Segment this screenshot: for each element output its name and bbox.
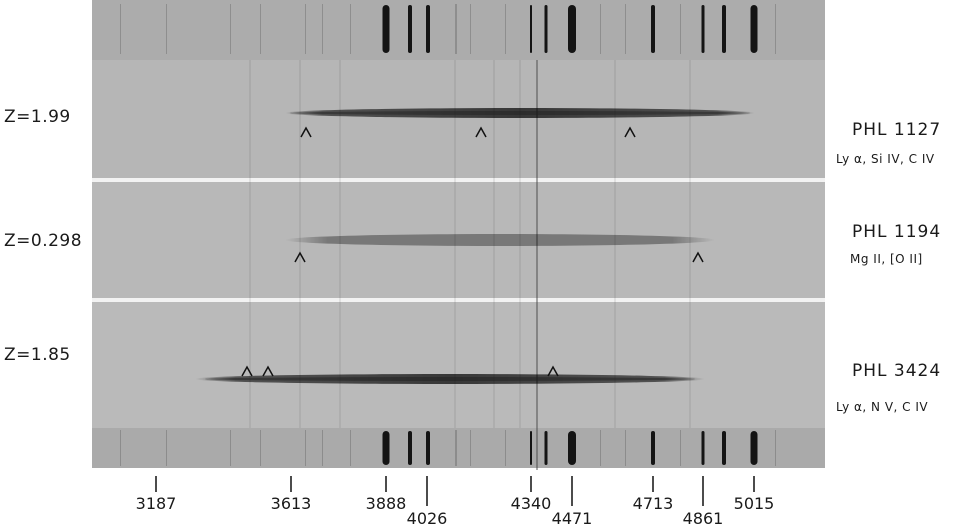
comparison-lines-bottom — [120, 430, 776, 466]
wavelength-label: 4861 — [682, 509, 724, 528]
faint-line — [680, 4, 681, 54]
wavelength-label: 4026 — [406, 509, 448, 528]
faint-line — [230, 4, 231, 54]
line-marker-caret — [241, 365, 253, 377]
emission-line — [408, 431, 412, 465]
faint-line — [350, 430, 351, 466]
faint-line — [166, 4, 167, 54]
wavelength-label: 4340 — [510, 494, 552, 513]
wavelength-label: 3187 — [135, 494, 177, 513]
object-name-2: PHL 1194 — [852, 222, 942, 242]
emission-line — [568, 5, 576, 53]
redshift-label-3: Z=1.85 — [4, 345, 71, 365]
wavelength-ticks — [155, 476, 755, 506]
faint-line — [455, 430, 457, 466]
faint-line — [260, 430, 261, 466]
spectrum-band-3 — [92, 302, 825, 428]
faint-line — [600, 430, 601, 466]
divider-2 — [92, 298, 825, 302]
divider-1 — [92, 178, 825, 182]
wavelength-label: 5015 — [733, 494, 775, 513]
line-marker-caret — [300, 126, 312, 138]
emission-line — [701, 5, 705, 53]
spectrum-traces — [195, 108, 755, 384]
emission-line — [750, 5, 758, 53]
wavelength-label: 3613 — [270, 494, 312, 513]
object-lines-2: Mg II, [O II] — [850, 252, 923, 266]
object-name-1: PHL 1127 — [852, 120, 942, 140]
faint-line — [775, 4, 776, 54]
wavelength-label: 3888 — [365, 494, 407, 513]
emission-line — [651, 5, 655, 53]
line-marker-caret — [294, 251, 306, 263]
emission-line — [530, 5, 532, 53]
redshift-label-2: Z=0.298 — [4, 231, 83, 251]
faint-line — [505, 430, 506, 466]
emission-line — [408, 5, 412, 53]
faint-line — [322, 430, 323, 466]
faint-line — [470, 430, 471, 466]
emission-line — [426, 431, 430, 465]
emission-line — [568, 431, 576, 465]
faint-line — [120, 4, 121, 54]
emission-line — [701, 431, 705, 465]
object-lines-3: Ly α, N V, C IV — [836, 400, 929, 414]
emission-line — [382, 431, 390, 465]
redshift-label-1: Z=1.99 — [4, 107, 71, 127]
faint-line — [305, 4, 306, 54]
faint-line — [625, 430, 626, 466]
comparison-lines-top — [120, 4, 776, 54]
line-marker-caret — [262, 365, 274, 377]
faint-line — [166, 430, 167, 466]
faint-line — [505, 4, 506, 54]
wavelength-label: 4471 — [551, 509, 593, 528]
emission-line — [382, 5, 390, 53]
faint-line — [600, 4, 601, 54]
faint-line — [350, 4, 351, 54]
emission-line — [426, 5, 430, 53]
line-marker-caret — [547, 365, 559, 377]
emission-line — [651, 431, 655, 465]
faint-line — [230, 430, 231, 466]
line-markers — [241, 126, 704, 377]
faint-line — [625, 4, 626, 54]
trace-phl-1194 — [285, 234, 715, 246]
faint-line — [775, 430, 776, 466]
object-lines-1: Ly α, Si IV, C IV — [836, 152, 935, 166]
faint-line — [260, 4, 261, 54]
faint-line — [305, 430, 306, 466]
object-name-3: PHL 3424 — [852, 361, 942, 381]
emission-line — [544, 5, 548, 53]
line-marker-caret — [475, 126, 487, 138]
faint-line — [680, 430, 681, 466]
emission-line — [750, 431, 758, 465]
emission-line — [530, 431, 532, 465]
emission-line — [722, 5, 726, 53]
wavelength-label: 4713 — [632, 494, 674, 513]
faint-line — [470, 4, 471, 54]
line-marker-caret — [692, 251, 704, 263]
comparison-spectrum-top — [92, 0, 825, 60]
faint-line — [455, 4, 457, 54]
faint-line — [120, 430, 121, 466]
faint-line — [322, 4, 323, 54]
line-marker-caret — [624, 126, 636, 138]
emission-line — [544, 431, 548, 465]
comparison-spectrum-bottom — [92, 428, 825, 468]
spectrum-band-1 — [92, 60, 825, 178]
emission-line — [722, 431, 726, 465]
